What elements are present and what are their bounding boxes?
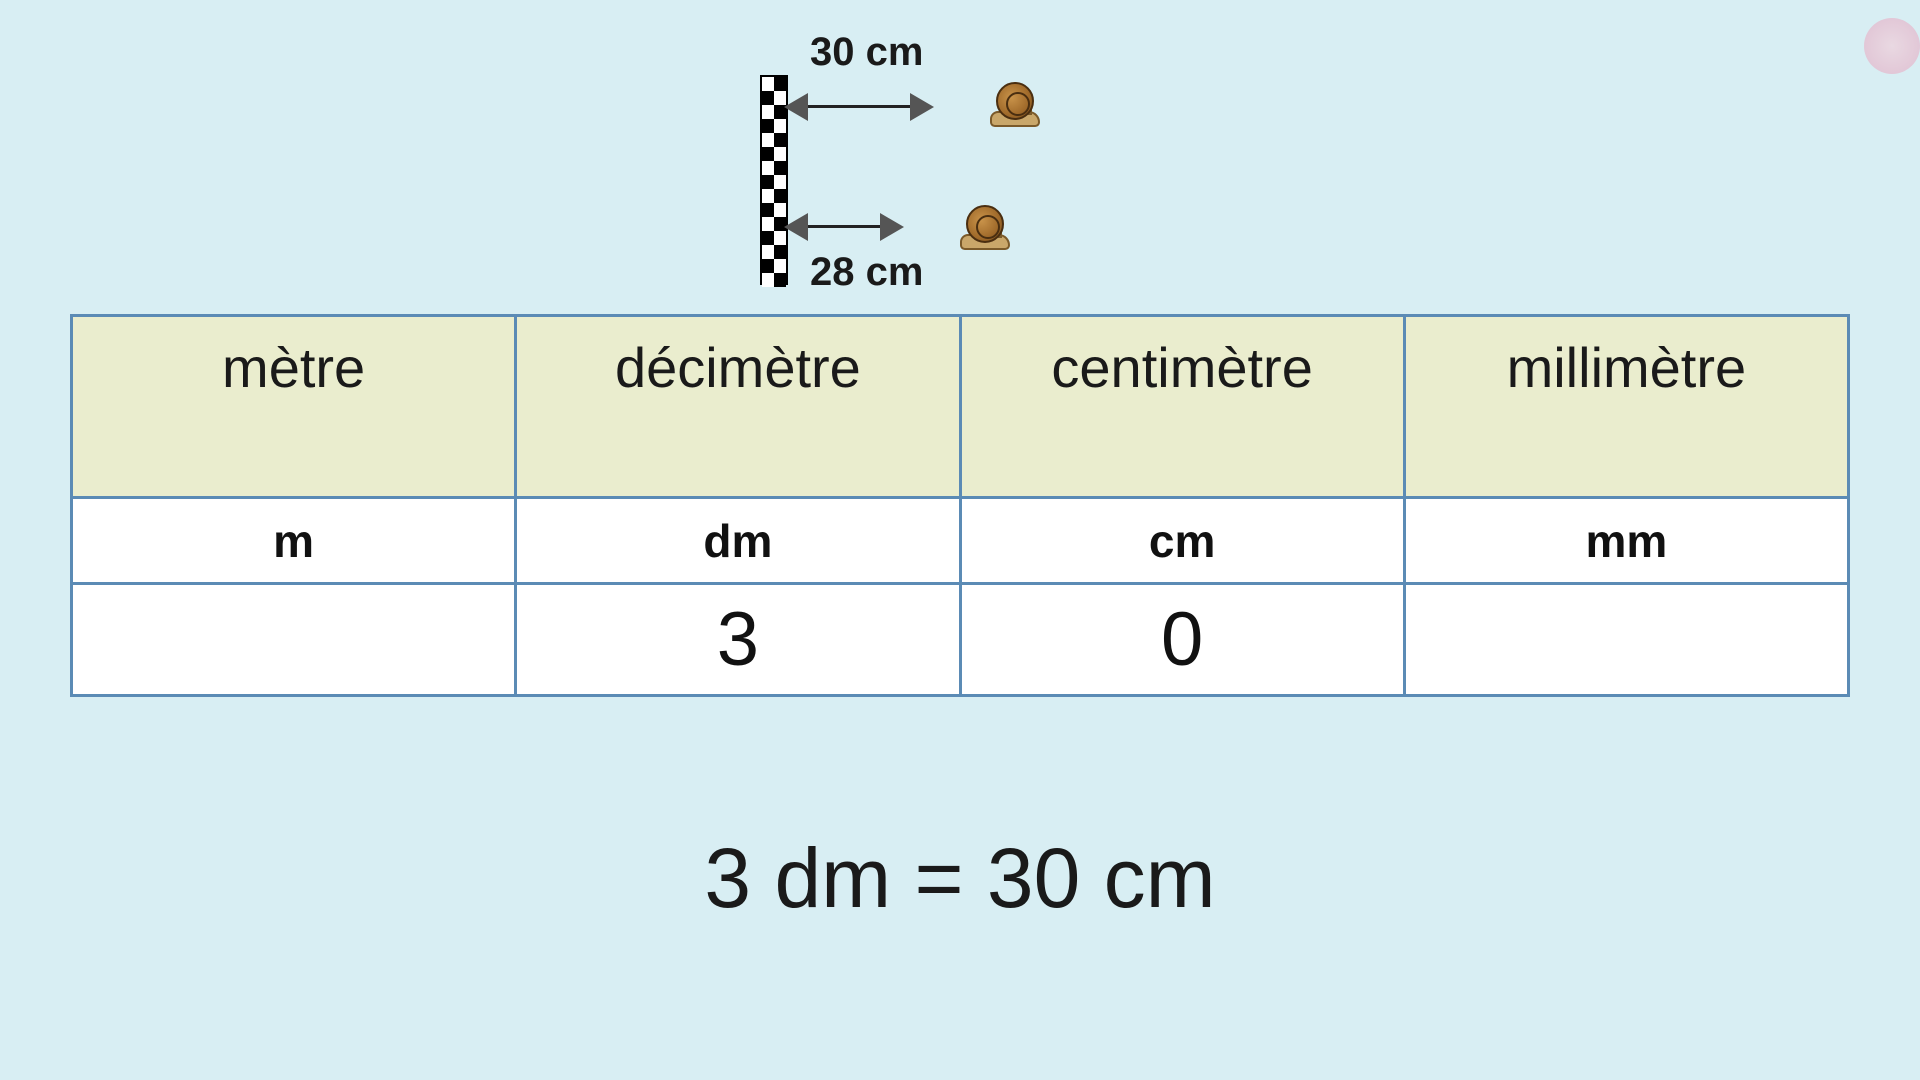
snail-race-diagram: 30 cm 28 cm (760, 30, 1100, 290)
cell-symbol-mm: mm (1404, 498, 1848, 584)
col-header-metre: mètre (72, 316, 516, 498)
table-symbol-row: m dm cm mm (72, 498, 1849, 584)
snail-icon-top (990, 82, 1050, 127)
cell-value-mm (1404, 584, 1848, 696)
arrowhead-right-icon (880, 213, 904, 241)
cell-symbol-dm: dm (516, 498, 960, 584)
col-header-centimetre: centimètre (960, 316, 1404, 498)
conversion-table: mètre décimètre centimètre millimètre m … (70, 314, 1850, 697)
col-header-millimetre: millimètre (1404, 316, 1848, 498)
arrowhead-left-icon (784, 213, 808, 241)
snail-icon-bottom (960, 205, 1020, 250)
arrowhead-left-icon (784, 93, 808, 121)
equation-text: 3 dm = 30 cm (0, 830, 1920, 927)
cell-symbol-m: m (72, 498, 516, 584)
table-value-row: 3 0 (72, 584, 1849, 696)
arrowhead-right-icon (910, 93, 934, 121)
cell-symbol-cm: cm (960, 498, 1404, 584)
table-header-row: mètre décimètre centimètre millimètre (72, 316, 1849, 498)
cell-value-m (72, 584, 516, 696)
distance-label-bottom: 28 cm (810, 250, 923, 295)
cell-value-cm: 0 (960, 584, 1404, 696)
distance-label-top: 30 cm (810, 30, 923, 75)
col-header-decimetre: décimètre (516, 316, 960, 498)
cell-value-dm: 3 (516, 584, 960, 696)
arrow-line-top (790, 105, 920, 108)
brain-watermark-icon (1864, 18, 1920, 74)
